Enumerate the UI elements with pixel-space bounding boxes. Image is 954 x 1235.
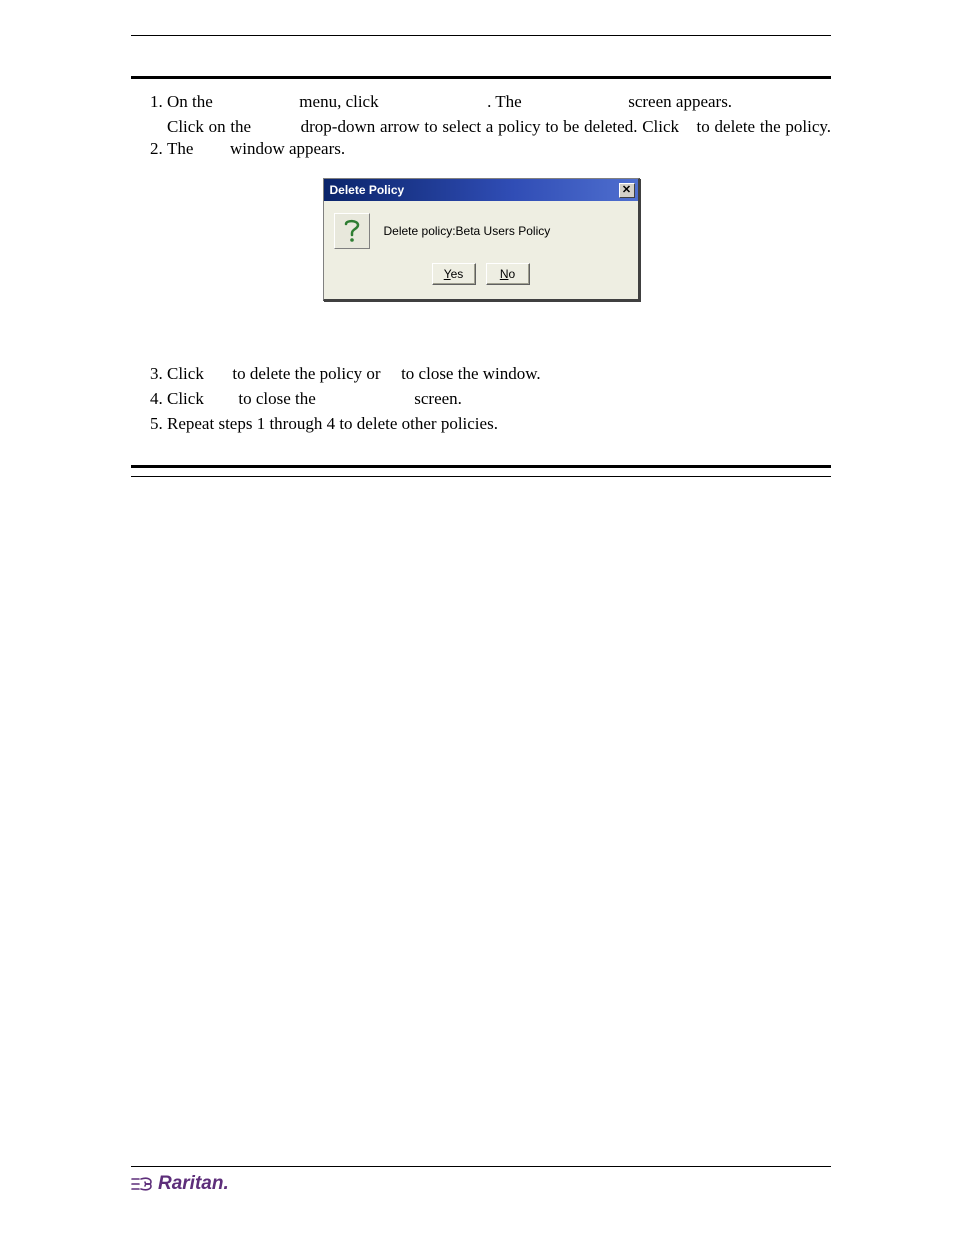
delete-policy-dialog: Delete Policy ✕ Delete policy:Beta Users… <box>323 178 640 301</box>
step4-a: Click <box>167 389 208 408</box>
step2-b: drop-down arrow to select a policy to be… <box>301 117 684 136</box>
step-1: On the menu, click . The screen appears. <box>167 91 831 113</box>
step3-b: to delete the policy or <box>232 364 384 383</box>
page-footer: Raritan. <box>131 1166 831 1195</box>
step3-a: Click <box>167 364 208 383</box>
dialog-titlebar: Delete Policy ✕ <box>324 179 638 201</box>
brand-text: Raritan. <box>158 1173 229 1195</box>
brand-logo: Raritan. <box>131 1173 831 1195</box>
close-icon[interactable]: ✕ <box>619 183 635 198</box>
step2-d: window appears. <box>230 139 345 158</box>
step1-c: . The <box>487 92 526 111</box>
step2-a: Click on the <box>167 117 256 136</box>
section-rule <box>131 76 831 79</box>
step-2: Click on the drop-down arrow to select a… <box>167 116 831 160</box>
step1-a: On the <box>167 92 217 111</box>
end-rule-thin <box>131 476 831 477</box>
brand-icon <box>131 1176 153 1192</box>
step-3: Click to delete the policy or to close t… <box>167 363 831 385</box>
step1-d: screen appears. <box>628 92 732 111</box>
step3-c: to close the window. <box>401 364 541 383</box>
step4-c: screen. <box>414 389 462 408</box>
step4-b: to close the <box>238 389 320 408</box>
dialog-title: Delete Policy <box>330 183 405 197</box>
yes-button[interactable]: Yes <box>432 263 476 285</box>
question-icon <box>334 213 370 249</box>
no-button[interactable]: No <box>486 263 530 285</box>
step-4: Click to close the screen. <box>167 388 831 410</box>
step-5: Repeat steps 1 through 4 to delete other… <box>167 413 831 435</box>
dialog-message: Delete policy:Beta Users Policy <box>384 224 551 238</box>
step1-b: menu, click <box>299 92 383 111</box>
